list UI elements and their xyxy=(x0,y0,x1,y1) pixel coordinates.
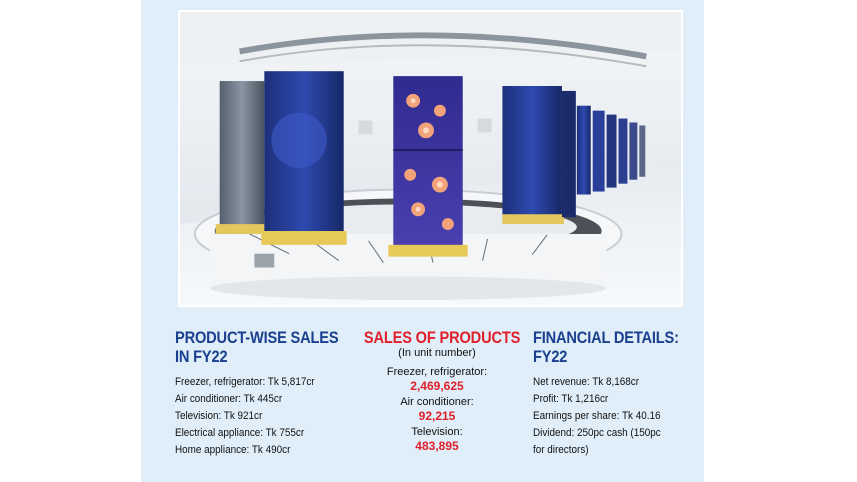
list-item: Freezer, refrigerator: Tk 5,817cr xyxy=(175,376,315,388)
sales-of-products-panel: SALES OF PRODUCTS (In unit number) Freez… xyxy=(352,328,522,456)
financial-details-title: FINANCIAL DETAILS: FY22 xyxy=(533,328,679,366)
title-line-2: IN FY22 xyxy=(175,347,228,366)
list-item: Air conditioner: Tk 445cr xyxy=(175,393,283,405)
product-label: Air conditioner: xyxy=(400,396,474,408)
list-item: Net revenue: Tk 8,168cr xyxy=(533,376,640,388)
title-line-1: FINANCIAL DETAILS: xyxy=(533,328,679,347)
product-wise-sales-list: Freezer, refrigerator: Tk 5,817cr Air co… xyxy=(175,374,340,459)
list-item: for directors) xyxy=(533,444,589,456)
list-item: Television: Tk 921cr xyxy=(175,410,263,422)
product-units: 483,895 xyxy=(415,439,459,453)
product-label: Freezer, refrigerator: xyxy=(386,366,488,378)
financial-details-panel: FINANCIAL DETAILS: FY22 Net revenue: Tk … xyxy=(533,328,701,459)
sales-of-products-list: Freezer, refrigerator: 2,469,625 Air con… xyxy=(352,366,522,453)
list-item: Earnings per share: Tk 40.16 xyxy=(533,410,661,422)
title-line-1: PRODUCT-WISE SALES xyxy=(175,328,339,347)
product-wise-sales-panel: PRODUCT-WISE SALES IN FY22 Freezer, refr… xyxy=(175,328,340,459)
product-label: Television: xyxy=(411,426,463,438)
product-units: 92,215 xyxy=(418,409,456,423)
title-line-2: FY22 xyxy=(533,347,568,366)
financial-details-list: Net revenue: Tk 8,168cr Profit: Tk 1,216… xyxy=(533,374,701,459)
product-wise-sales-title: PRODUCT-WISE SALES IN FY22 xyxy=(175,328,339,366)
list-item: Profit: Tk 1,216cr xyxy=(533,393,609,405)
product-units: 2,469,625 xyxy=(410,379,464,393)
sales-of-products-title: SALES OF PRODUCTS xyxy=(363,328,521,347)
list-item: Home appliance: Tk 490cr xyxy=(175,444,291,456)
list-item: Electrical appliance: Tk 755cr xyxy=(175,427,305,439)
factory-photo xyxy=(178,10,683,307)
sales-of-products-subtitle: (In unit number) xyxy=(398,347,476,359)
list-item: Dividend: 250pc cash (150pc xyxy=(533,427,661,439)
